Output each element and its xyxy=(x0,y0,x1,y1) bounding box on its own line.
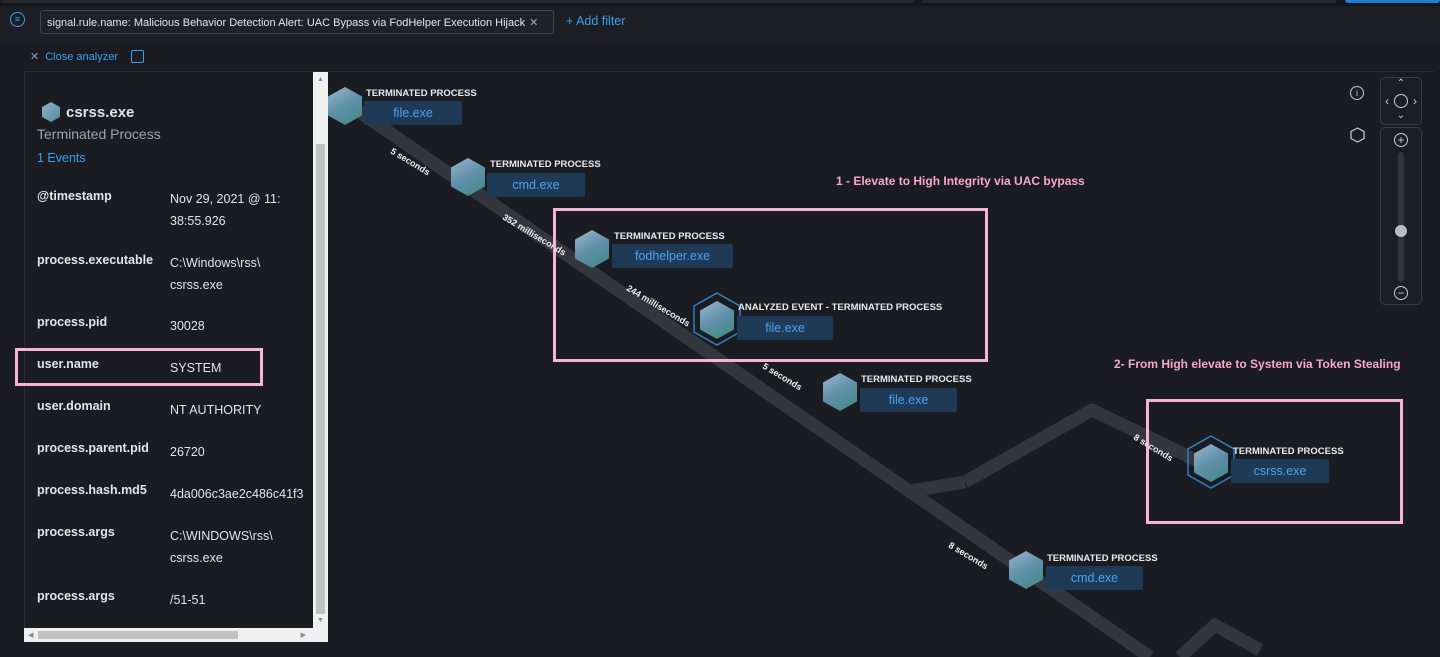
process-cube-icon xyxy=(42,102,60,122)
node-title: ANALYZED EVENT - TERMINATED PROCESS xyxy=(738,302,943,313)
field-key: process.args xyxy=(37,525,115,539)
node-button[interactable]: csrss.exe xyxy=(1231,459,1329,483)
pan-down-icon[interactable]: ⌄ xyxy=(1396,110,1406,121)
node-title: TERMINATED PROCESS xyxy=(614,231,725,242)
node-title: TERMINATED PROCESS xyxy=(861,374,972,385)
field-key: user.name xyxy=(37,357,99,371)
process-title: csrss.exe xyxy=(42,102,134,122)
info-icon[interactable]: i xyxy=(1350,86,1364,100)
edge-line xyxy=(1175,618,1264,657)
panel-horizontal-scrollbar[interactable]: ◀ ▶ xyxy=(24,628,328,642)
close-analyzer-label: Close analyzer xyxy=(45,51,118,63)
process-name: csrss.exe xyxy=(66,103,135,121)
selected-node-ring-icon xyxy=(693,292,741,346)
node-button[interactable]: file.exe xyxy=(364,101,462,125)
process-node-icon[interactable] xyxy=(575,230,609,268)
field-key: process.parent.pid xyxy=(37,441,149,455)
edge-line xyxy=(903,475,967,499)
field-key: process.hash.md5 xyxy=(37,483,147,497)
zoom-slider-handle[interactable] xyxy=(1395,225,1407,237)
annotation-box-step1 xyxy=(553,208,988,362)
node-button[interactable]: file.exe xyxy=(737,316,833,340)
field-value: SYSTEM xyxy=(170,361,222,375)
node-button[interactable]: file.exe xyxy=(860,388,957,412)
field-value: /51-51 xyxy=(170,593,206,607)
filter-menu-icon[interactable]: ≡ xyxy=(10,12,25,27)
panel-vertical-scrollbar[interactable]: ▲ ▼ xyxy=(313,72,328,628)
process-state: Terminated Process xyxy=(37,126,161,142)
process-node-icon[interactable] xyxy=(700,301,734,339)
node-title: TERMINATED PROCESS xyxy=(490,159,601,170)
field-value: NT AUTHORITY xyxy=(170,403,262,417)
field-key: process.args xyxy=(37,589,115,603)
top-bar xyxy=(0,0,1440,6)
zoom-slider-track[interactable] xyxy=(1398,152,1404,282)
process-node-icon[interactable] xyxy=(823,373,857,411)
node-button[interactable]: cmd.exe xyxy=(1046,566,1143,590)
field-key: user.domain xyxy=(37,399,111,413)
field-value: 26720 xyxy=(170,445,205,459)
edge-line xyxy=(961,403,1203,488)
events-link[interactable]: 1 Events xyxy=(37,151,86,165)
node-title: TERMINATED PROCESS xyxy=(1233,446,1344,457)
field-key: @timestamp xyxy=(37,189,112,203)
node-title: TERMINATED PROCESS xyxy=(366,88,477,99)
add-filter-button[interactable]: + Add filter xyxy=(566,14,626,28)
field-value: C:\WINDOWS\rss\ csrss.exe xyxy=(170,529,273,565)
close-analyzer-button[interactable]: ✕ Close analyzer xyxy=(30,50,118,63)
node-title: TERMINATED PROCESS xyxy=(1047,553,1158,564)
zoom-in-icon[interactable]: + xyxy=(1394,133,1408,147)
center-icon[interactable] xyxy=(1394,94,1408,108)
node-button[interactable]: cmd.exe xyxy=(487,173,585,197)
field-key: process.executable xyxy=(37,253,154,267)
field-key: process.pid xyxy=(37,315,108,329)
zoom-out-icon[interactable]: − xyxy=(1394,286,1408,300)
pan-left-icon[interactable]: ‹ xyxy=(1385,94,1389,108)
annotation-box-step2 xyxy=(1146,399,1403,524)
annotation-step1: 1 - Elevate to High Integrity via UAC by… xyxy=(836,174,1085,188)
filter-pill-text: signal.rule.name: Malicious Behavior Det… xyxy=(47,17,526,29)
pan-right-icon[interactable]: › xyxy=(1413,94,1417,108)
selected-node-ring-icon xyxy=(1187,435,1235,489)
filter-pill[interactable]: signal.rule.name: Malicious Behavior Det… xyxy=(40,10,554,34)
close-icon: ✕ xyxy=(30,51,40,63)
node-button[interactable]: fodhelper.exe xyxy=(612,244,733,268)
annotation-box-username xyxy=(15,348,263,386)
fullscreen-icon[interactable] xyxy=(131,50,144,63)
field-value: Nov 29, 2021 @ 11: 38:55.926 xyxy=(170,192,281,228)
pan-up-icon[interactable]: ⌃ xyxy=(1396,78,1406,89)
field-value: 4da006c3ae2c486c41f3 xyxy=(170,487,304,501)
annotation-step2: 2- From High elevate to System via Token… xyxy=(1114,357,1401,371)
remove-filter-icon[interactable]: ✕ xyxy=(529,17,539,29)
field-value: 30028 xyxy=(170,319,205,333)
hexagon-legend-icon[interactable] xyxy=(1350,127,1365,143)
field-value: C:\Windows\rss\ csrss.exe xyxy=(170,256,261,292)
